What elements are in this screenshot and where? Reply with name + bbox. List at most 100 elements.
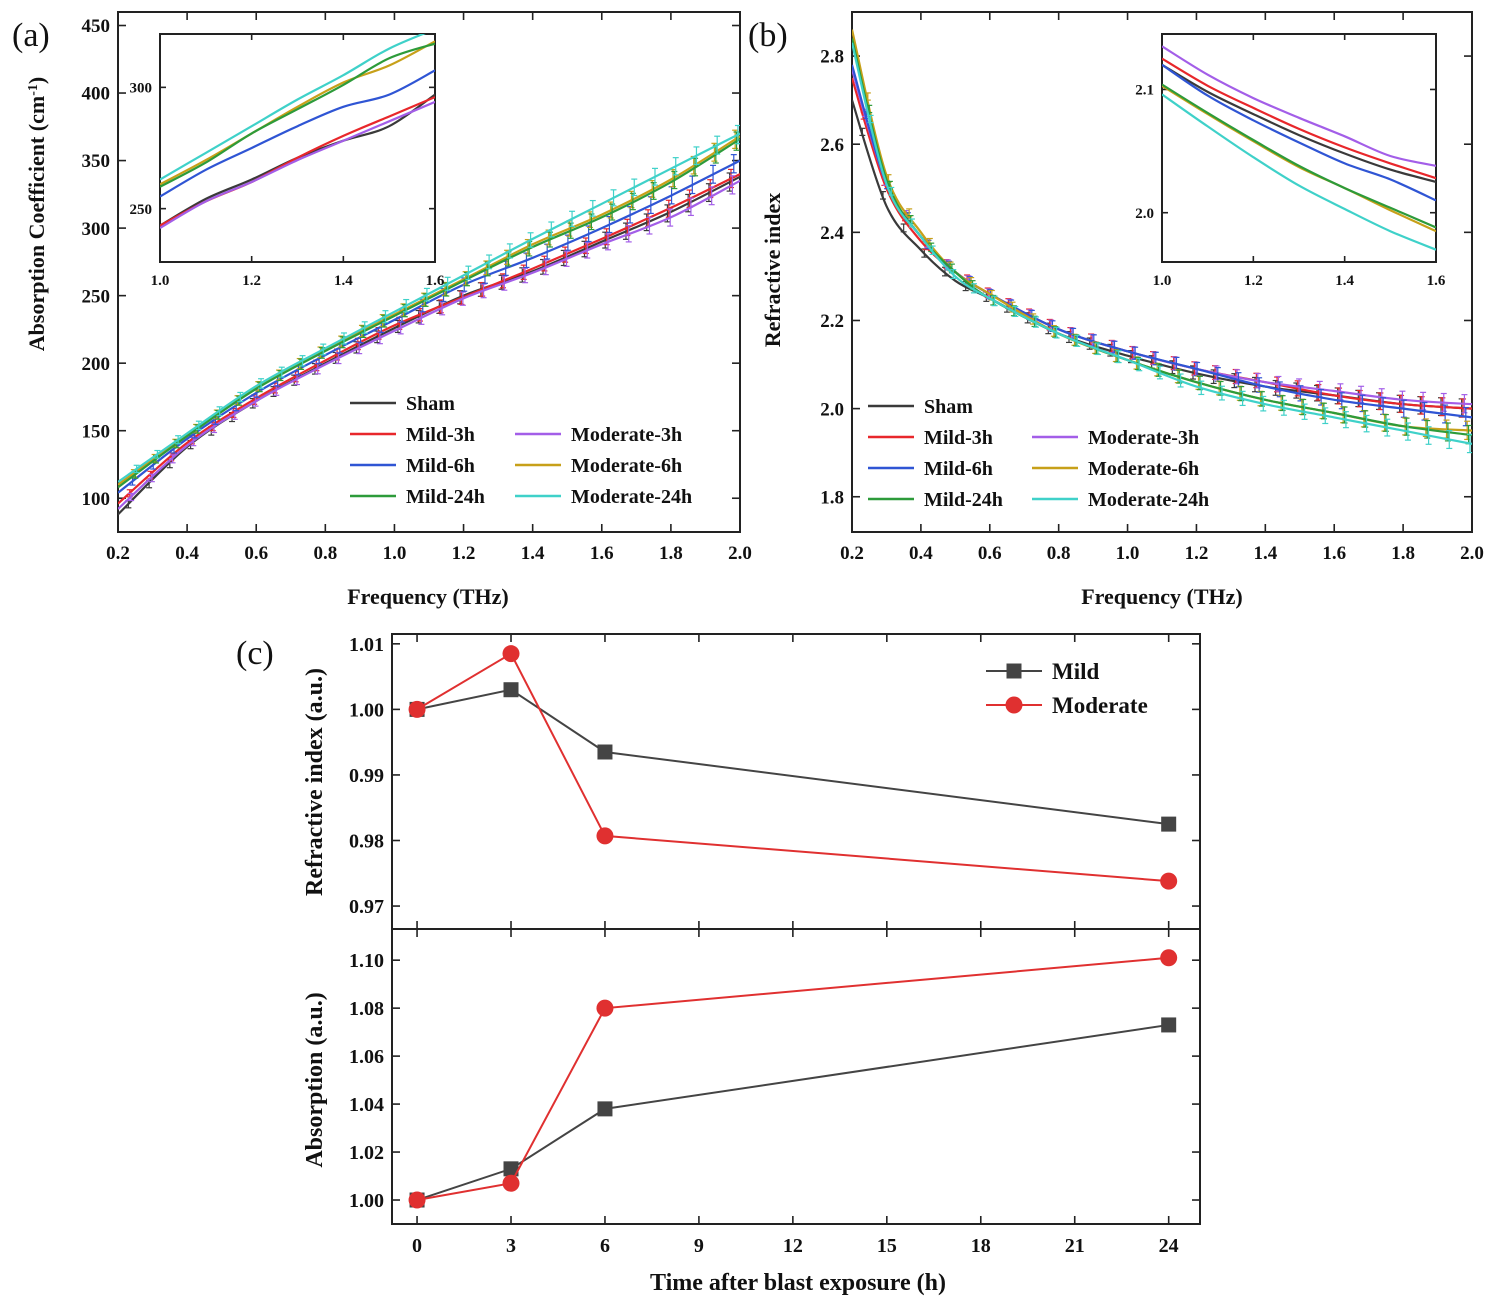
panel-a-legend-label-mild-24h: Mild-24h <box>406 486 485 508</box>
panel-c-bottom-y-tick-label: 1.00 <box>349 1190 384 1212</box>
panel-c-top-line-moderate <box>416 652 1169 883</box>
panel-c-top-y-tick-label: 0.99 <box>349 765 384 787</box>
panel-b-inset-line-mild-24h <box>1162 83 1436 229</box>
panel-c-bottom-x-tick-label: 18 <box>971 1235 991 1257</box>
panel-c-bottom-x-tick-label: 0 <box>412 1235 422 1257</box>
panel-a-line-moderate-24h <box>118 132 740 483</box>
panel-b-inset-line-moderate-3h <box>1162 45 1436 167</box>
panel-a-inset-bg <box>160 34 435 262</box>
panel-a-inset-y-tick-label: 300 <box>130 81 153 97</box>
panel-c-bottom-y-axis-title: Absorption (a.u.) <box>302 992 328 1167</box>
panel-c-bottom-y-tick-label: 1.06 <box>349 1046 384 1068</box>
panel-a-x-tick-label: 1.8 <box>659 543 683 564</box>
panel-a-x-tick-label: 1.4 <box>521 543 545 564</box>
panel-c-bottom-marker-moderate-6 <box>596 999 614 1017</box>
panel-c-top-marker-moderate-3 <box>502 645 520 663</box>
panel-a-series-moderate-24h <box>118 124 740 483</box>
panel-b-inset-line-moderate-24h <box>1162 93 1436 251</box>
panel-a-line-mild-24h <box>118 138 740 489</box>
panel-b-x-tick-label: 0.6 <box>978 543 1002 564</box>
panel-a-legend: Sham Mild-3h Moderate-3h Mild-6h Moderate-6h… <box>350 393 692 508</box>
panel-c-top-line-mild <box>416 688 1169 826</box>
panel-c-bottom-marker-mild-6 <box>597 1101 613 1117</box>
panel-c-top-marker-moderate-0 <box>408 700 426 718</box>
panel-a-legend-label-moderate-24h: Moderate-24h <box>571 486 692 508</box>
panel-a-x-tick-label: 0.4 <box>175 543 199 564</box>
panel-b-x-tick-label: 1.4 <box>1253 543 1277 564</box>
panel-b-label: (b) <box>748 17 788 54</box>
panel-a-inset-x-tick-label: 1.0 <box>151 273 170 289</box>
panel-a-y-tick-label: 100 <box>82 489 111 510</box>
panel-b-inset-y-tick-label: 2.1 <box>1135 83 1154 99</box>
panel-c-top-y-tick-label: 1.00 <box>349 699 384 721</box>
panel-a-legend-label-moderate-6h: Moderate-6h <box>571 455 682 477</box>
panel-b-y-tick-label: 2.0 <box>820 399 844 420</box>
panel-a-inset-x-tick-label: 1.4 <box>334 273 353 289</box>
panel-b-x-tick-label: 0.4 <box>909 543 933 564</box>
panel-c-top-y-tick-label: 0.97 <box>349 896 384 918</box>
panel-c-bottom-x-tick-label: 9 <box>694 1235 704 1257</box>
panel-a-inset-x-tick-label: 1.6 <box>426 273 445 289</box>
panel-a-inset-line-moderate-6h <box>160 40 435 186</box>
panel-c-bottom-line-moderate <box>416 956 1169 1202</box>
panel-c-bottom-x-tick-label: 24 <box>1159 1235 1179 1257</box>
panel-c-top-y-axis-title: Refractive index (a.u.) <box>302 668 328 896</box>
panel-c-bottom-marker-moderate-24 <box>1160 949 1178 967</box>
panel-c-bottom-y-tick-label: 1.02 <box>349 1142 384 1164</box>
panel-b-inset-x-tick-label: 1.2 <box>1244 273 1263 289</box>
panel-c-top-marker-mild-3 <box>503 682 519 698</box>
panel-b-y-tick-label: 2.2 <box>820 311 844 332</box>
panel-c-bottom-x-tick-label: 3 <box>506 1235 516 1257</box>
panel-a-x-tick-label: 1.0 <box>383 543 407 564</box>
panel-a-inset-series-layer <box>160 34 435 229</box>
panel-c-time-course-chart: (c) 0.97 0.98 0.99 1.00 1.01 0 3 6 9 12 15 18 21 24 1… <box>236 633 1201 1296</box>
panel-b-x-tick-label: 2.0 <box>1460 543 1484 564</box>
panel-b-inset: 1.0 1.2 1.4 1.6 2.0 2.1 <box>1135 33 1446 289</box>
panel-b-legend-label-moderate-6h: Moderate-6h <box>1088 458 1199 480</box>
panel-c-legend: Mild Moderate <box>986 659 1148 718</box>
panel-a-inset-frame <box>159 33 436 263</box>
panel-c-label: (c) <box>236 635 274 672</box>
panel-a-x-tick-label: 0.6 <box>244 543 268 564</box>
panel-a-inset-line-mild-6h <box>160 69 435 198</box>
panel-a-x-tick-label: 0.8 <box>313 543 337 564</box>
panel-a-series-layer <box>118 124 740 516</box>
panel-b-legend-label-mild-3h: Mild-3h <box>924 427 993 449</box>
panel-b-refractive-chart: (b) 0.2 0.4 0.6 0.8 1.0 1.2 1.4 1.6 1.8 2.0 1.8 2.0… <box>748 11 1484 609</box>
panel-b-plot-area: 0.2 0.4 0.6 0.8 1.0 1.2 1.4 1.6 1.8 2.0 1.8 2.0 2.2 2… <box>820 11 1484 564</box>
panel-a-inset-line-moderate-3h <box>160 100 435 229</box>
panel-a-legend-label-mild-6h: Mild-6h <box>406 455 475 477</box>
panel-c-x-axis-title: Time after blast exposure (h) <box>650 1270 946 1296</box>
panel-b-x-tick-label: 0.8 <box>1047 543 1071 564</box>
panel-c-top-y-tick-label: 1.01 <box>349 634 384 656</box>
panel-a-y-tick-label: 200 <box>82 354 111 375</box>
panel-a-y-axis-title: Absorption Coefficient (cm-1) <box>24 77 49 351</box>
panel-b-inset-series-layer <box>1162 45 1436 251</box>
panel-b-inset-line-sham <box>1162 63 1436 183</box>
panel-c-bottom-frame <box>391 928 1201 1225</box>
panel-b-inset-x-tick-label: 1.0 <box>1153 273 1172 289</box>
panel-b-x-tick-label: 1.6 <box>1322 543 1346 564</box>
panel-b-legend-label-mild-24h: Mild-24h <box>924 489 1003 511</box>
panel-b-series-moderate-24h <box>852 42 1472 454</box>
panel-c-bottom-x-tick-label: 21 <box>1065 1235 1085 1257</box>
panel-a-x-tick-label: 1.2 <box>452 543 476 564</box>
panel-c-bottom-marker-moderate-0 <box>408 1191 426 1209</box>
panel-a-legend-label-sham: Sham <box>406 393 455 415</box>
panel-c-top-marker-moderate-6 <box>596 827 614 845</box>
panel-a-x-tick-label: 1.6 <box>590 543 614 564</box>
panel-c-top-marker-mild-24 <box>1161 816 1177 832</box>
panel-a-label: (a) <box>12 17 50 54</box>
panel-b-legend-label-sham: Sham <box>924 396 973 418</box>
panel-c-legend-label-mild: Mild <box>1052 659 1099 684</box>
panel-b-y-axis-title: Refractive index <box>760 193 785 348</box>
panel-a-line-moderate-3h <box>118 179 740 510</box>
panel-a-inset-x-tick-label: 1.2 <box>242 273 261 289</box>
panel-c-bottom-y-tick-label: 1.08 <box>349 998 384 1020</box>
panel-b-frame <box>851 11 1473 533</box>
panel-b-x-tick-label: 1.0 <box>1116 543 1140 564</box>
panel-a-y-tick-label: 250 <box>82 286 111 307</box>
panel-b-x-axis-title: Frequency (THz) <box>1081 584 1243 609</box>
panel-c-bottom-plot: 0 3 6 9 12 15 18 21 24 1.00 1.02 1.04 1.06 1.08 1.10 <box>349 928 1201 1257</box>
panel-b-y-tick-label: 2.6 <box>820 135 844 156</box>
